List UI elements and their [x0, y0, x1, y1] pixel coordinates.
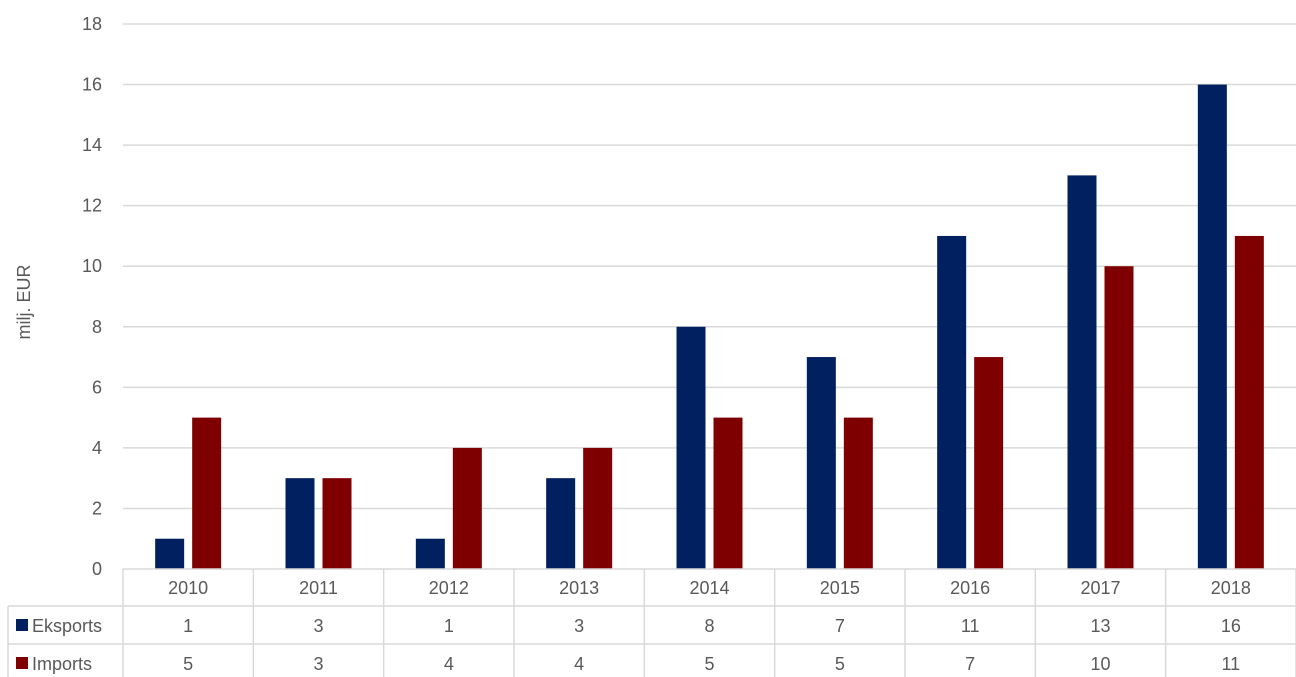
- bar-imports-2013: [583, 447, 613, 569]
- x-tick-label: 2015: [820, 578, 860, 598]
- table-cell-imports: 4: [444, 654, 454, 674]
- y-tick-label: 14: [82, 135, 102, 155]
- table-cell-eksports: 16: [1221, 616, 1241, 636]
- table-cell-eksports: 1: [444, 616, 454, 636]
- table-cell-imports: 4: [574, 654, 584, 674]
- bar-eksports-2010: [155, 538, 185, 569]
- legend-label-eksports: Eksports: [32, 616, 102, 636]
- y-tick-label: 12: [82, 196, 102, 216]
- bar-imports-2011: [322, 478, 352, 569]
- bar-eksports-2018: [1197, 84, 1227, 570]
- bar-eksports-2015: [806, 357, 836, 569]
- y-tick-label: 8: [92, 317, 102, 337]
- table-cell-eksports: 11: [961, 616, 980, 636]
- y-axis-ticks: 0 2 4 6 8 10 12 14 16 18: [82, 14, 102, 579]
- table-cell-eksports: 13: [1090, 616, 1110, 636]
- bar-eksports-2013: [546, 478, 576, 569]
- bars: [155, 84, 1264, 570]
- table-cell-imports: 10: [1090, 654, 1110, 674]
- bar-imports-2015: [843, 417, 873, 569]
- bar-eksports-2014: [676, 326, 706, 569]
- gridlines: [123, 23, 1296, 510]
- x-tick-label: 2011: [299, 578, 338, 598]
- x-tick-label: 2017: [1080, 578, 1120, 598]
- table-cell-eksports: 3: [313, 616, 323, 636]
- bar-eksports-2016: [937, 235, 967, 569]
- y-tick-label: 2: [92, 498, 102, 518]
- y-tick-label: 18: [82, 14, 102, 34]
- bar-eksports-2012: [415, 538, 445, 569]
- x-tick-label: 2018: [1211, 578, 1251, 598]
- y-axis-label: milj. EUR: [14, 265, 34, 340]
- y-tick-label: 4: [92, 438, 102, 458]
- table-cell-imports: 5: [704, 654, 714, 674]
- bar-eksports-2017: [1067, 175, 1097, 569]
- bar-imports-2010: [192, 417, 222, 569]
- bar-imports-2017: [1104, 266, 1134, 569]
- legend-label-imports: Imports: [32, 654, 92, 674]
- bar-imports-2018: [1234, 235, 1264, 569]
- bar-imports-2012: [452, 447, 482, 569]
- table-cell-imports: 11: [1221, 654, 1240, 674]
- y-tick-label: 16: [82, 75, 102, 95]
- bar-eksports-2011: [285, 478, 315, 569]
- table-cell-eksports: 8: [704, 616, 714, 636]
- table-cell-eksports: 3: [574, 616, 584, 636]
- legend-swatch-eksports: [16, 619, 28, 631]
- data-table: 2010 2011 2012 2013 2014 2015 2016 2017 2018 Eksp…: [7, 568, 1296, 677]
- y-tick-label: 0: [92, 559, 102, 579]
- bar-imports-2016: [974, 357, 1004, 569]
- x-tick-label: 2014: [689, 578, 729, 598]
- x-tick-label: 2013: [559, 578, 599, 598]
- table-cell-imports: 7: [965, 654, 975, 674]
- legend-swatch-imports: [16, 657, 28, 669]
- table-cell-imports: 5: [835, 654, 845, 674]
- y-tick-label: 10: [82, 256, 102, 276]
- table-cell-eksports: 7: [835, 616, 845, 636]
- table-cell-imports: 5: [183, 654, 193, 674]
- x-tick-label: 2016: [950, 578, 990, 598]
- table-cell-eksports: 1: [183, 616, 193, 636]
- table-cell-imports: 3: [313, 654, 323, 674]
- x-tick-label: 2012: [429, 578, 469, 598]
- x-tick-label: 2010: [168, 578, 208, 598]
- bar-imports-2014: [713, 417, 743, 569]
- y-tick-label: 6: [92, 377, 102, 397]
